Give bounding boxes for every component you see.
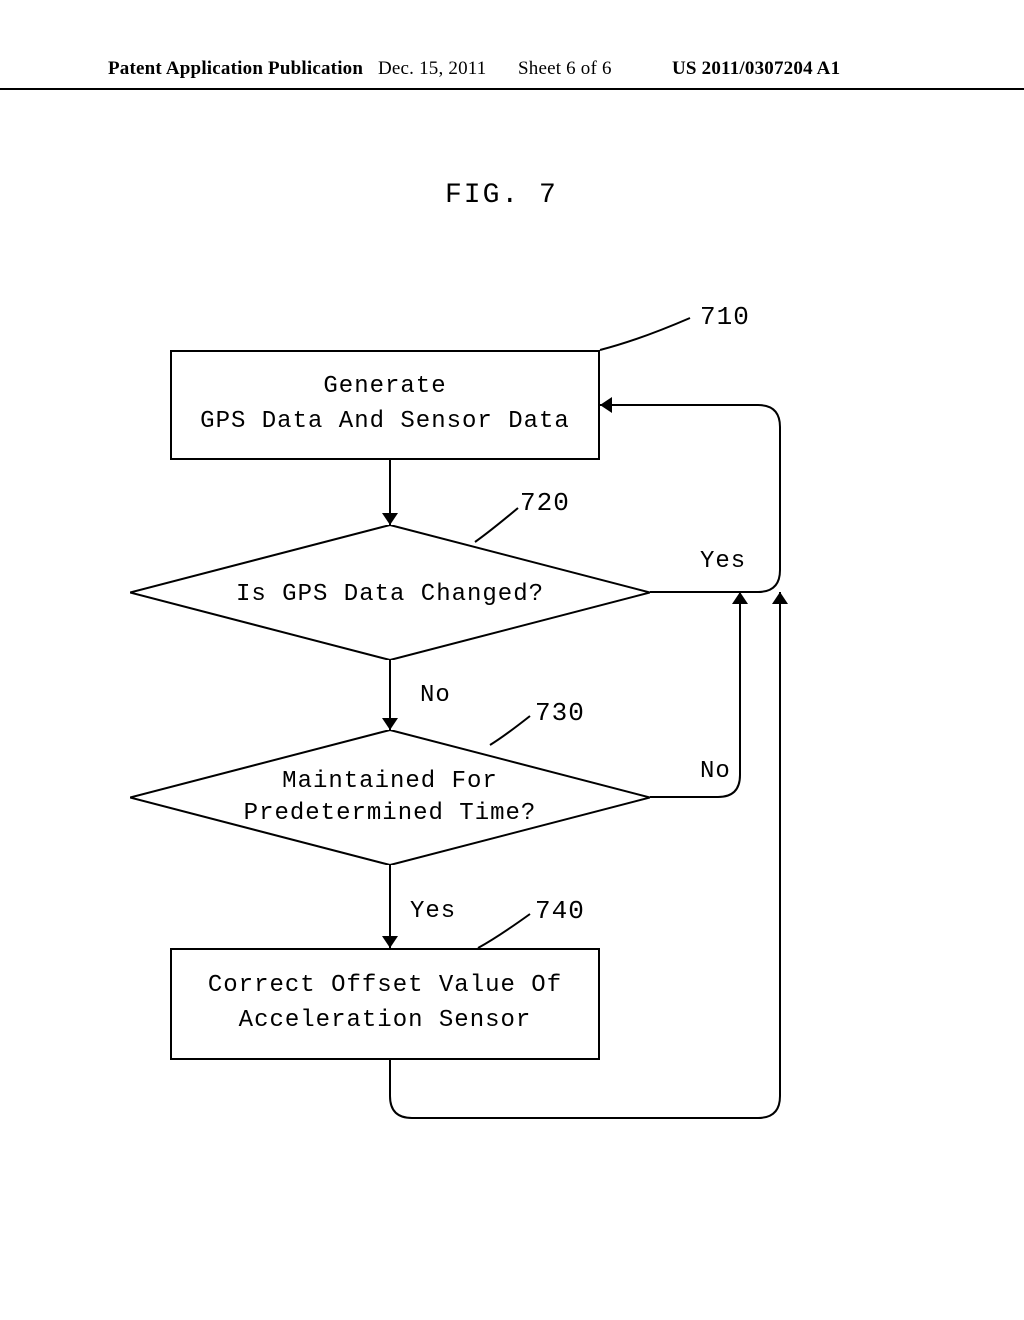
ref-label-720: 720 bbox=[520, 488, 570, 518]
ref-leader-720 bbox=[471, 504, 522, 546]
page: Patent Application Publication Dec. 15, … bbox=[0, 0, 1024, 1320]
flowchart: GenerateGPS Data And Sensor Data710 Is G… bbox=[0, 0, 1024, 1320]
flowchart-edge bbox=[376, 578, 794, 1132]
ref-leader-710 bbox=[596, 314, 694, 354]
ref-label-710: 710 bbox=[700, 302, 750, 332]
flowchart-process-710: GenerateGPS Data And Sensor Data bbox=[170, 350, 600, 460]
flowchart-edge bbox=[376, 446, 404, 539]
edge-label: Yes bbox=[700, 548, 746, 575]
flowchart-edge bbox=[586, 391, 794, 606]
